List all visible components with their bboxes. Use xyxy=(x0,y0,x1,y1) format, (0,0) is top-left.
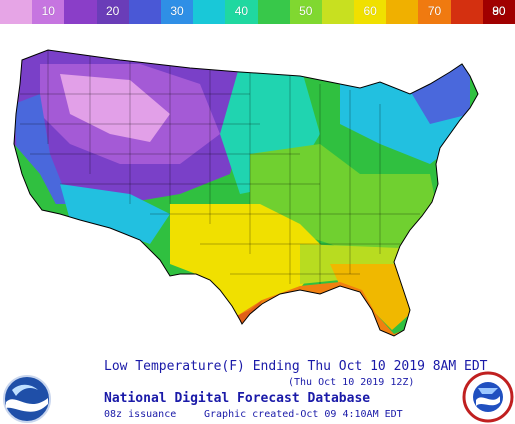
state-boundaries xyxy=(13,49,479,337)
nws-logo-icon xyxy=(462,371,514,423)
legend-swatch: 20 xyxy=(96,0,129,24)
legend-label: 30 xyxy=(170,4,184,18)
temperature-region xyxy=(330,264,410,330)
legend-swatch: 50 xyxy=(289,0,322,24)
legend-swatch xyxy=(450,0,483,24)
legend-label: 60 xyxy=(363,4,377,18)
legend-swatch xyxy=(257,0,290,24)
map-caption: Low Temperature(F) Ending Thu Oct 10 201… xyxy=(104,359,488,374)
legend-label: 80 xyxy=(492,4,506,18)
graphic-created-label: Graphic created-Oct 09 4:10AM EDT xyxy=(204,409,403,420)
forecast-map xyxy=(0,24,515,358)
legend-swatch: 60 xyxy=(354,0,387,24)
legend-swatch xyxy=(64,0,97,24)
legend-swatch xyxy=(0,0,33,24)
temperature-region xyxy=(60,74,170,142)
legend-swatch: 40 xyxy=(225,0,258,24)
legend-swatch: 70 xyxy=(418,0,451,24)
legend-swatch: 80 90 xyxy=(482,0,515,24)
legend-label: 50 xyxy=(299,4,313,18)
temperature-legend-bar: 10 20 30 40 50 60 70 80 90 xyxy=(0,0,515,24)
legend-swatch: 10 xyxy=(32,0,65,24)
legend-label: 10 xyxy=(41,4,55,18)
noaa-logo-icon xyxy=(3,375,51,423)
temperature-region xyxy=(60,184,170,244)
issuance-label: 08z issuance xyxy=(104,409,177,420)
map-valid-time: (Thu Oct 10 2019 12Z) xyxy=(288,377,415,388)
us-temperature-map xyxy=(13,49,479,337)
legend-swatch xyxy=(128,0,161,24)
legend-label: 20 xyxy=(105,4,120,18)
legend-label: 90 xyxy=(492,4,506,18)
legend-label: 40 xyxy=(234,4,249,18)
country-outline xyxy=(13,49,479,337)
legend-label: 70 xyxy=(427,4,442,18)
legend-swatch xyxy=(321,0,355,24)
database-title: National Digital Forecast Database xyxy=(104,391,371,406)
legend-swatch xyxy=(386,0,419,24)
legend-swatch xyxy=(193,0,226,24)
temperature-region xyxy=(14,144,60,212)
legend-swatch: 30 xyxy=(160,0,194,24)
